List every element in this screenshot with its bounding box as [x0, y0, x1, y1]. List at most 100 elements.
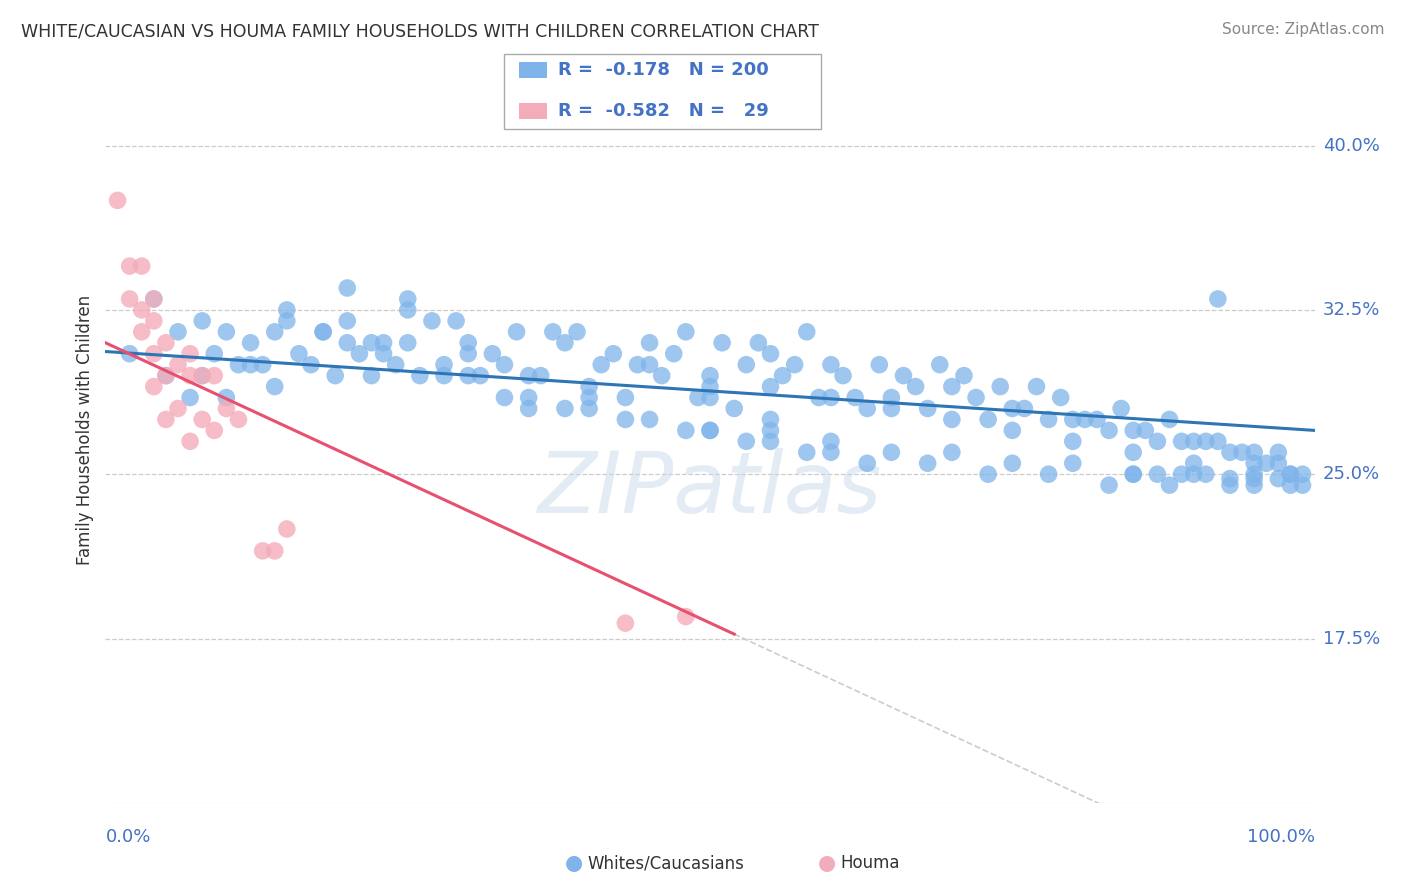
Point — [554, 335, 576, 350]
Point — [202, 368, 225, 383]
Point — [1146, 467, 1168, 482]
Point — [142, 292, 165, 306]
Point — [373, 335, 395, 350]
Point — [1001, 456, 1024, 470]
Point — [638, 358, 661, 372]
Point — [142, 292, 165, 306]
Point — [941, 412, 963, 426]
Point — [1062, 412, 1084, 426]
Point — [1291, 467, 1313, 482]
Point — [384, 358, 406, 372]
Point — [142, 379, 165, 393]
Point — [699, 368, 721, 383]
Point — [904, 379, 927, 393]
Point — [470, 368, 492, 383]
Point — [228, 358, 250, 372]
Point — [336, 314, 359, 328]
Point — [662, 347, 685, 361]
Point — [772, 368, 794, 383]
Point — [578, 401, 600, 416]
Point — [1159, 412, 1181, 426]
Text: WHITE/CAUCASIAN VS HOUMA FAMILY HOUSEHOLDS WITH CHILDREN CORRELATION CHART: WHITE/CAUCASIAN VS HOUMA FAMILY HOUSEHOL… — [21, 22, 818, 40]
Point — [131, 259, 153, 273]
Point — [299, 358, 322, 372]
Point — [457, 335, 479, 350]
Point — [263, 379, 285, 393]
Point — [396, 302, 419, 317]
Point — [142, 347, 165, 361]
Point — [820, 434, 842, 449]
Point — [1146, 434, 1168, 449]
Point — [276, 302, 298, 317]
Point — [856, 401, 879, 416]
Point — [820, 391, 842, 405]
Point — [614, 412, 637, 426]
Point — [1279, 478, 1302, 492]
Point — [1243, 467, 1265, 482]
Point — [107, 194, 129, 208]
Point — [179, 347, 201, 361]
Text: 25.0%: 25.0% — [1323, 466, 1381, 483]
Point — [215, 391, 238, 405]
Point — [191, 412, 214, 426]
Point — [481, 347, 503, 361]
Point — [1243, 472, 1265, 486]
Point — [578, 391, 600, 405]
Point — [167, 401, 190, 416]
Point — [1074, 412, 1097, 426]
Point — [530, 368, 553, 383]
Point — [179, 391, 201, 405]
Point — [977, 467, 1000, 482]
Point — [675, 423, 697, 437]
Point — [554, 401, 576, 416]
Point — [723, 401, 745, 416]
Text: 32.5%: 32.5% — [1323, 301, 1381, 319]
Point — [1219, 472, 1241, 486]
Point — [288, 347, 311, 361]
Point — [263, 544, 285, 558]
Point — [517, 401, 540, 416]
Point — [1279, 467, 1302, 482]
Point — [638, 335, 661, 350]
Point — [1206, 434, 1229, 449]
Point — [1170, 467, 1192, 482]
Point — [1291, 478, 1313, 492]
Point — [215, 325, 238, 339]
Point — [917, 456, 939, 470]
Point — [675, 609, 697, 624]
Point — [312, 325, 335, 339]
Point — [1062, 456, 1084, 470]
Point — [505, 325, 527, 339]
Point — [638, 412, 661, 426]
Point — [202, 347, 225, 361]
Point — [360, 368, 382, 383]
Point — [239, 358, 262, 372]
Point — [228, 412, 250, 426]
Point — [699, 423, 721, 437]
Point — [215, 401, 238, 416]
Point — [444, 314, 467, 328]
Text: R =  -0.582   N =   29: R = -0.582 N = 29 — [558, 102, 769, 120]
Point — [433, 368, 456, 383]
Point — [783, 358, 806, 372]
Point — [191, 314, 214, 328]
Point — [457, 368, 479, 383]
Point — [941, 445, 963, 459]
Point — [1219, 478, 1241, 492]
Point — [541, 325, 564, 339]
Point — [517, 368, 540, 383]
Point — [1109, 401, 1132, 416]
Point — [844, 391, 866, 405]
Point — [711, 335, 734, 350]
Point — [578, 379, 600, 393]
Point — [759, 379, 782, 393]
Point — [118, 347, 141, 361]
Point — [759, 434, 782, 449]
Point — [1001, 423, 1024, 437]
Text: 100.0%: 100.0% — [1247, 828, 1315, 846]
Point — [602, 347, 624, 361]
Text: 17.5%: 17.5% — [1323, 630, 1381, 648]
Text: 0.0%: 0.0% — [105, 828, 150, 846]
Point — [155, 335, 177, 350]
Point — [1206, 292, 1229, 306]
